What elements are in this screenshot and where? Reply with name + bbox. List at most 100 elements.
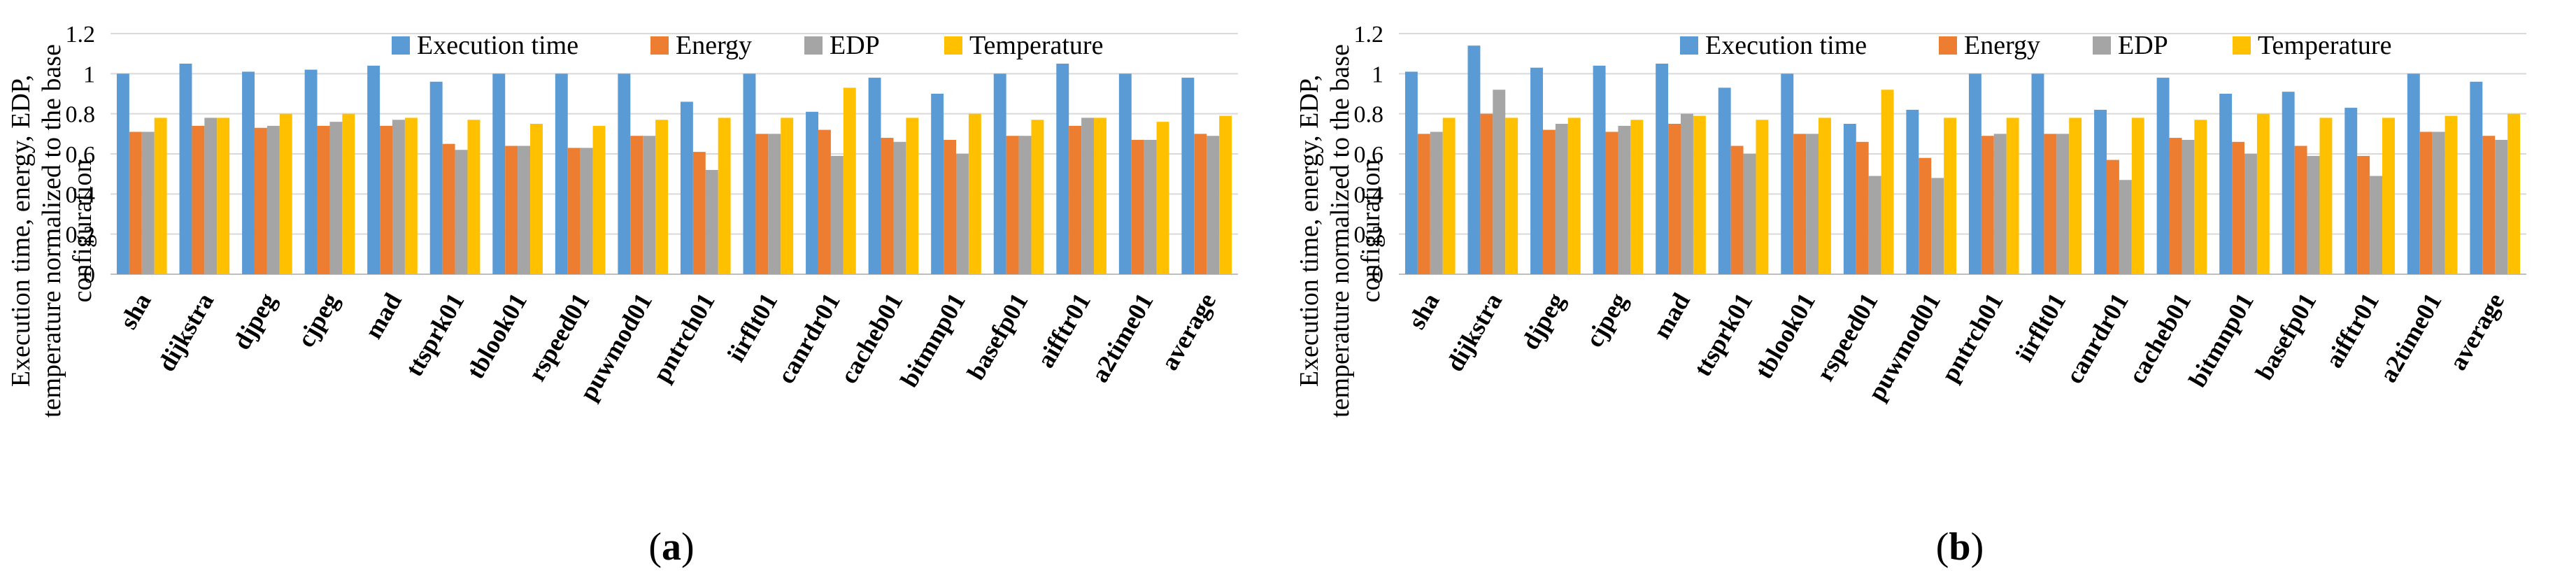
x-tick-label: mad bbox=[359, 288, 407, 343]
bar-temperature bbox=[1693, 115, 1706, 274]
y-axis-label-line: temperature normalized to the base bbox=[37, 44, 66, 418]
bar-edp bbox=[580, 148, 593, 274]
y-tick-label: 0.8 bbox=[66, 102, 96, 128]
legend-entry: EDP bbox=[830, 31, 880, 60]
bar-temperature bbox=[279, 113, 292, 274]
bar-execution-time bbox=[2156, 78, 2170, 275]
bar-temperature bbox=[1567, 118, 1581, 274]
y-tick-label: 0 bbox=[83, 262, 95, 288]
legend-swatch bbox=[804, 36, 823, 55]
y-tick-label: 1.2 bbox=[1354, 22, 1384, 48]
y-tick-label: 0.4 bbox=[66, 182, 96, 208]
bar-temperature bbox=[592, 125, 606, 274]
bar-edp bbox=[2244, 154, 2257, 274]
bar-energy bbox=[442, 143, 455, 274]
bar-energy bbox=[1730, 145, 1744, 274]
bar-energy bbox=[2482, 136, 2496, 274]
x-tick-label: mad bbox=[1647, 288, 1695, 343]
y-tick-label: 1.2 bbox=[66, 22, 96, 48]
bar-edp bbox=[1681, 113, 1693, 274]
x-tick-label: dijkstra bbox=[1441, 288, 1508, 376]
x-tick-label: iirflt01 bbox=[722, 288, 783, 367]
bar-energy bbox=[1793, 134, 1807, 274]
bar-execution-time bbox=[2282, 92, 2295, 274]
bar-temperature bbox=[1219, 115, 1232, 274]
bar-execution-time bbox=[555, 73, 568, 274]
bar-energy bbox=[1668, 124, 1681, 274]
legend-swatch bbox=[1680, 36, 1698, 55]
bar-energy bbox=[505, 145, 518, 274]
bar-execution-time bbox=[743, 73, 756, 274]
bar-temperature bbox=[2319, 118, 2333, 274]
bar-edp bbox=[141, 132, 155, 274]
bar-execution-time bbox=[1843, 124, 1856, 274]
x-tick-label: basefp01 bbox=[962, 288, 1034, 385]
x-tick-label: dijkstra bbox=[152, 288, 220, 376]
x-tick-label: tblook01 bbox=[1749, 288, 1821, 383]
bar-execution-time bbox=[1181, 78, 1195, 275]
bar-execution-time bbox=[1467, 45, 1481, 274]
bar-edp bbox=[1144, 139, 1157, 274]
y-tick-label: 1 bbox=[1372, 62, 1383, 87]
bar-edp bbox=[956, 154, 969, 274]
bar-execution-time bbox=[1656, 64, 1669, 274]
y-axis-label-line: Execution time, energy, EDP, bbox=[1295, 75, 1324, 387]
bar-edp bbox=[266, 125, 280, 274]
legend: Execution time Energy EDP Temperature bbox=[392, 31, 1103, 60]
x-tick-label: rspeed01 bbox=[1811, 288, 1884, 386]
bar-execution-time bbox=[2031, 73, 2044, 274]
bar-energy bbox=[944, 139, 956, 274]
bar-temperature bbox=[718, 118, 731, 274]
x-tick-label: cjpeg bbox=[1580, 288, 1633, 352]
x-tick-label: ttsprk01 bbox=[400, 288, 470, 381]
bar-energy bbox=[129, 132, 142, 274]
x-tick-label: basefp01 bbox=[2250, 288, 2322, 385]
bar-temperature bbox=[1505, 118, 1518, 274]
bar-execution-time bbox=[242, 71, 255, 274]
bar-edp bbox=[1993, 134, 2007, 274]
bar-energy bbox=[1194, 134, 1207, 274]
bar-energy bbox=[2106, 159, 2119, 274]
y-axis-label-line: temperature normalized to the base bbox=[1325, 44, 1355, 418]
x-tick-label: sha bbox=[1402, 288, 1445, 334]
bar-temperature bbox=[1630, 120, 1644, 274]
bar-temperature bbox=[2131, 118, 2144, 274]
bar-temperature bbox=[467, 120, 481, 274]
x-tick-label: sha bbox=[114, 288, 157, 334]
bar-edp bbox=[518, 145, 531, 274]
bar-temperature bbox=[843, 87, 856, 275]
legend-swatch bbox=[2093, 36, 2111, 55]
y-axis-label-line: Execution time, energy, EDP, bbox=[6, 75, 36, 387]
bar-edp bbox=[455, 150, 468, 274]
bar-execution-time bbox=[618, 73, 631, 274]
bar-energy bbox=[254, 127, 267, 274]
bar-edp bbox=[1743, 154, 1756, 274]
bar-temperature bbox=[217, 118, 230, 274]
bar-energy bbox=[1919, 157, 1932, 274]
bar-edp bbox=[392, 120, 405, 274]
bar-execution-time bbox=[2219, 94, 2233, 274]
bar-energy bbox=[567, 148, 581, 274]
x-tick-label: rspeed01 bbox=[522, 288, 595, 386]
x-tick-label: pntrch01 bbox=[1935, 288, 2008, 387]
bar-edp bbox=[830, 155, 844, 274]
bar-execution-time bbox=[492, 73, 506, 274]
legend-swatch bbox=[944, 36, 962, 55]
bar-energy bbox=[2357, 155, 2370, 274]
bar-execution-time bbox=[116, 73, 129, 274]
bar-energy bbox=[380, 125, 392, 274]
bar-temperature bbox=[655, 120, 669, 274]
bar-energy bbox=[1417, 134, 1430, 274]
bar-edp bbox=[204, 118, 218, 274]
bar-temperature bbox=[2382, 118, 2395, 274]
bar-execution-time bbox=[1906, 109, 1919, 274]
bar-temperature bbox=[1156, 122, 1169, 274]
bar-temperature bbox=[342, 113, 355, 274]
bar-execution-time bbox=[179, 64, 192, 274]
y-tick-label: 0.6 bbox=[66, 142, 96, 168]
bar-execution-time bbox=[2407, 73, 2420, 274]
bar-execution-time bbox=[1593, 65, 1606, 274]
bar-energy bbox=[192, 125, 205, 274]
bar-energy bbox=[1006, 136, 1019, 274]
y-tick-label: 0.2 bbox=[1354, 222, 1384, 248]
